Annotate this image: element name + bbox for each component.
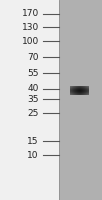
Text: 130: 130 <box>22 22 39 31</box>
Text: 35: 35 <box>27 95 39 104</box>
Text: 170: 170 <box>22 9 39 19</box>
Text: 40: 40 <box>27 84 39 93</box>
Text: 15: 15 <box>27 136 39 146</box>
Text: 25: 25 <box>27 108 39 117</box>
Text: 100: 100 <box>22 36 39 46</box>
Text: 70: 70 <box>27 52 39 62</box>
Text: 55: 55 <box>27 68 39 77</box>
Text: 10: 10 <box>27 150 39 160</box>
FancyBboxPatch shape <box>0 0 59 200</box>
